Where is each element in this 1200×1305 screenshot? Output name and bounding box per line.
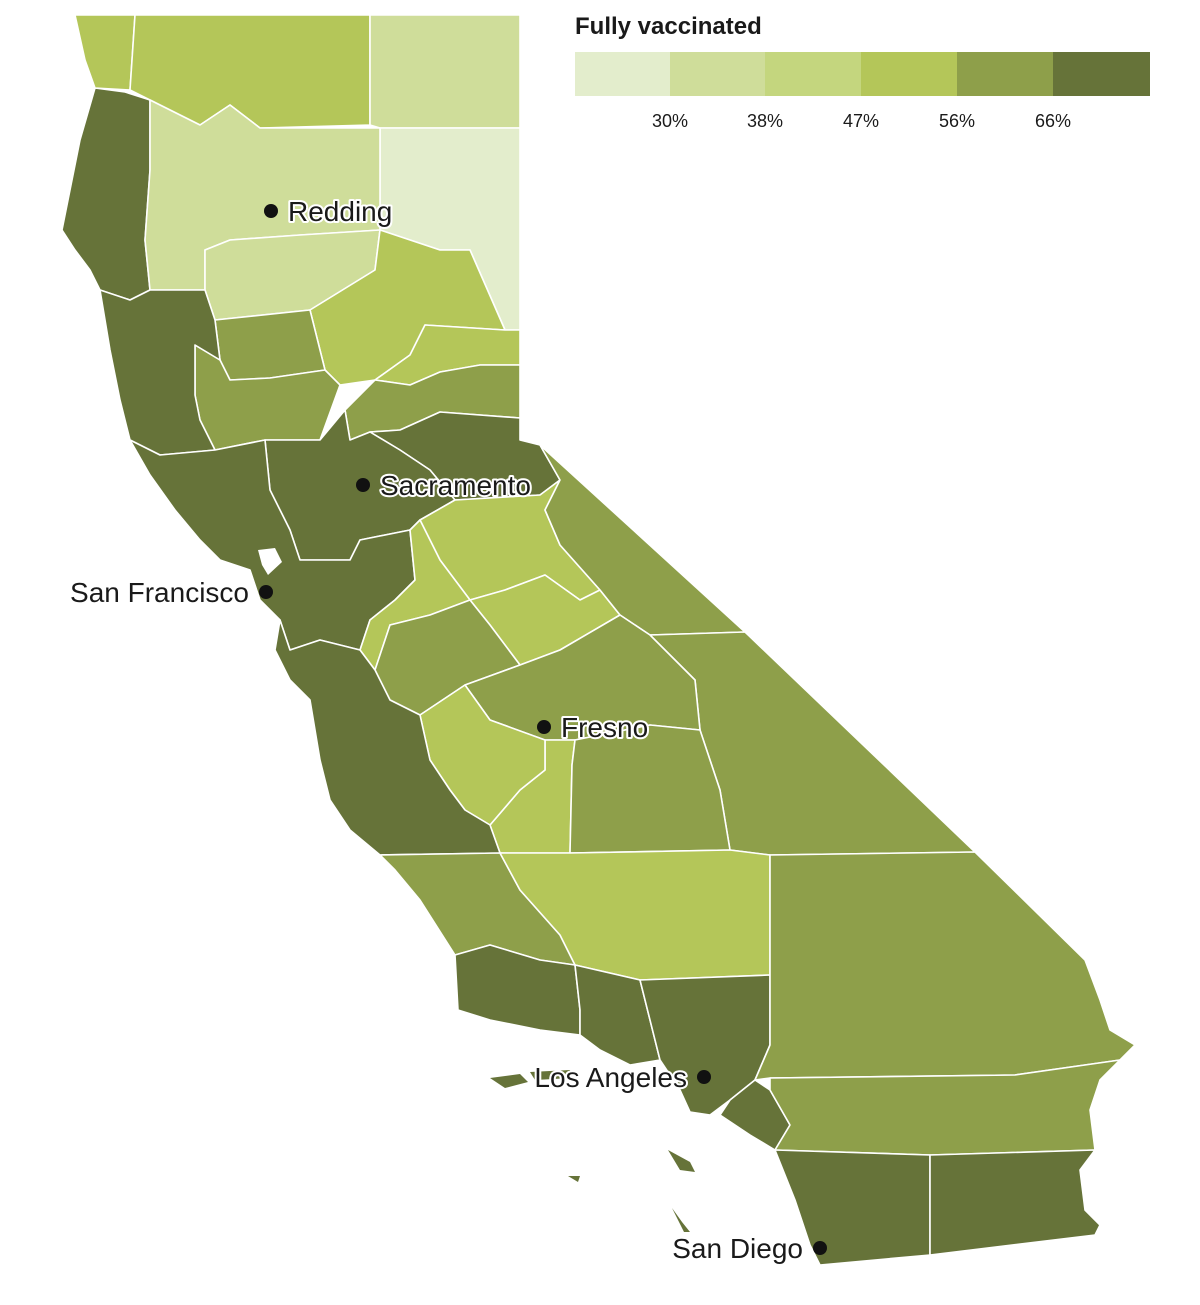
region-tulare <box>569 724 731 854</box>
legend-tick-2: 38% <box>747 111 783 131</box>
city-dot <box>537 720 551 734</box>
county-regions <box>61 14 1136 1266</box>
city-markers: Redding Sacramento San Francisco Fresno … <box>68 194 827 1266</box>
city-los-angeles: Los Angeles <box>532 1060 711 1095</box>
region-north-interior-west <box>74 14 136 91</box>
legend-tick-4: 56% <box>939 111 975 131</box>
city-sacramento: Sacramento <box>356 468 533 503</box>
legend-swatch-5 <box>957 52 1054 96</box>
region-north-coast <box>61 87 151 301</box>
legend: Fully vaccinated 30% 38% 47% 56% 66% <box>575 13 1150 131</box>
legend-swatch-1 <box>575 52 671 96</box>
legend-tick-5: 66% <box>1035 111 1071 131</box>
legend-tick-3: 47% <box>843 111 879 131</box>
region-imperial <box>929 1149 1101 1256</box>
island-san-nicolas <box>568 1176 580 1182</box>
city-san-diego: San Diego <box>670 1231 827 1266</box>
legend-title: Fully vaccinated <box>575 13 762 40</box>
city-redding: Redding <box>264 194 394 229</box>
island-san-clemente <box>672 1208 690 1232</box>
city-label-san-francisco: San Francisco <box>70 577 249 608</box>
region-central-coast <box>274 619 501 856</box>
city-fresno: Fresno <box>537 710 650 745</box>
city-label-fresno: Fresno <box>561 712 648 743</box>
island-santa-rosa <box>490 1074 528 1088</box>
island-santa-catalina <box>668 1150 695 1172</box>
city-label-sacramento: Sacramento <box>380 470 531 501</box>
city-label-san-diego: San Diego <box>672 1233 803 1264</box>
city-san-francisco: San Francisco <box>68 575 273 610</box>
city-dot <box>813 1241 827 1255</box>
city-dot <box>356 478 370 492</box>
legend-swatch-4 <box>861 52 958 96</box>
legend-swatches <box>575 52 1150 96</box>
region-north-east-upper <box>369 14 521 129</box>
san-francisco-bay <box>258 548 282 575</box>
legend-swatch-6 <box>1053 52 1150 96</box>
city-dot <box>264 204 278 218</box>
channel-islands <box>490 1070 695 1232</box>
legend-swatch-2 <box>670 52 766 96</box>
region-san-bernardino <box>754 851 1136 1081</box>
city-label-los-angeles: Los Angeles <box>534 1062 687 1093</box>
city-dot <box>697 1070 711 1084</box>
region-north-valley-a <box>214 309 326 381</box>
legend-swatch-3 <box>765 52 862 96</box>
city-dot <box>259 585 273 599</box>
island-santa-cruz <box>530 1070 572 1080</box>
legend-tick-1: 30% <box>652 111 688 131</box>
city-label-redding: Redding <box>288 196 392 227</box>
region-north-coast-lower <box>99 289 221 456</box>
